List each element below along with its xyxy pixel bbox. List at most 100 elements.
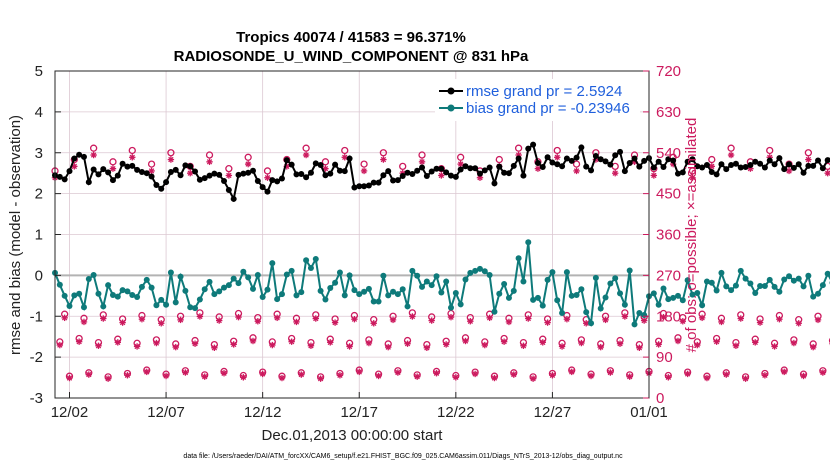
bias-point bbox=[534, 294, 541, 301]
asterisk-stroke bbox=[371, 320, 377, 326]
asterisk-stroke bbox=[438, 172, 445, 179]
asterisk-stroke bbox=[660, 314, 667, 320]
rmse-point bbox=[138, 168, 145, 175]
rmse-point bbox=[665, 156, 672, 163]
y-axis-right-label: # of obs: o=possible; ×=assimilated bbox=[683, 118, 700, 353]
possible-count-marker bbox=[379, 149, 388, 157]
asterisk-stroke bbox=[409, 313, 416, 320]
y-tick-label: -3 bbox=[30, 390, 43, 407]
rmse-point bbox=[307, 169, 314, 176]
bias-point bbox=[568, 292, 575, 299]
asterisk-stroke bbox=[332, 319, 338, 326]
y-axis-label: rmse and bias (model - observation) bbox=[7, 115, 24, 355]
rmse-point bbox=[515, 155, 522, 162]
rmse-point bbox=[530, 141, 537, 148]
rmse-point bbox=[824, 157, 830, 164]
bias-point bbox=[109, 291, 116, 298]
x-tick-label: 12/07 bbox=[147, 404, 185, 421]
possible-count-marker bbox=[399, 162, 407, 171]
asterisk-stroke bbox=[689, 175, 696, 181]
x-axis-label: Dec.01,2013 00:00:00 start bbox=[262, 427, 444, 444]
rmse-point bbox=[742, 164, 749, 171]
bias-point bbox=[375, 298, 382, 305]
rmse-point bbox=[414, 167, 421, 174]
rmse-point bbox=[163, 179, 170, 186]
rmse-point bbox=[177, 172, 184, 179]
y-tick-label: -1 bbox=[30, 308, 43, 325]
asterisk-stroke bbox=[800, 373, 807, 379]
asterisk-stroke bbox=[385, 344, 391, 350]
possible-count-marker bbox=[109, 158, 117, 166]
bias-point bbox=[766, 276, 773, 283]
rmse-series bbox=[52, 141, 830, 202]
rmse-point bbox=[790, 164, 797, 171]
asterisk-stroke bbox=[694, 342, 700, 348]
asterisk-stroke bbox=[651, 172, 657, 179]
asterisk-stroke bbox=[148, 168, 155, 174]
bias-point bbox=[61, 292, 68, 299]
legend: rmse grand pr = 2.5924 bias grand pr = -… bbox=[435, 79, 640, 121]
assimilated-count-marker bbox=[66, 374, 73, 382]
assimilated-count-marker bbox=[187, 169, 194, 177]
bias-point bbox=[259, 294, 266, 301]
rmse-point bbox=[771, 161, 778, 168]
rmse-point bbox=[240, 170, 247, 177]
assimilated-count-marker bbox=[674, 337, 682, 345]
rmse-point bbox=[815, 157, 822, 164]
asterisk-stroke bbox=[583, 320, 589, 326]
bias-point bbox=[592, 274, 599, 281]
assimilated-count-marker bbox=[80, 318, 88, 326]
bias-point bbox=[76, 290, 83, 297]
bias-point bbox=[655, 301, 662, 308]
assimilated-count-marker bbox=[302, 151, 310, 159]
assimilated-count-marker bbox=[452, 374, 460, 381]
x-tick-label: 12/22 bbox=[437, 404, 475, 421]
asterisk-stroke bbox=[168, 156, 174, 163]
asterisk-stroke bbox=[675, 338, 681, 344]
assimilated-count-marker bbox=[346, 343, 353, 350]
bias-point bbox=[815, 290, 822, 297]
bias-point bbox=[771, 283, 778, 290]
assimilated-count-marker bbox=[568, 368, 575, 376]
asterisk-stroke bbox=[820, 369, 826, 376]
assimilated-count-marker bbox=[525, 315, 532, 322]
assimilated-count-marker bbox=[124, 372, 131, 379]
bias-point bbox=[505, 294, 512, 301]
assimilated-count-marker bbox=[206, 158, 213, 166]
assimilated-count-marker bbox=[162, 372, 170, 380]
bias-point bbox=[728, 287, 735, 294]
bias-point bbox=[476, 265, 483, 272]
assimilated-count-marker bbox=[727, 151, 735, 159]
rmse-point bbox=[129, 162, 136, 169]
bias-point bbox=[805, 272, 812, 279]
bias-point bbox=[211, 291, 218, 298]
possible-count-marker bbox=[302, 144, 310, 152]
asterisk-stroke bbox=[144, 369, 150, 375]
rmse-point bbox=[100, 166, 107, 173]
rmse-point bbox=[95, 171, 102, 178]
rmse-point bbox=[699, 164, 706, 171]
bias-point bbox=[327, 285, 334, 292]
bias-point bbox=[356, 291, 363, 298]
bias-point bbox=[293, 292, 300, 299]
bias-point bbox=[129, 291, 136, 298]
rmse-point bbox=[322, 172, 329, 179]
asterisk-stroke bbox=[221, 370, 227, 376]
asterisk-stroke bbox=[684, 371, 691, 377]
assimilated-count-marker bbox=[467, 318, 474, 325]
bias-point bbox=[684, 277, 691, 284]
rmse-point bbox=[332, 161, 339, 168]
bias-point bbox=[747, 280, 754, 287]
rmse-point bbox=[375, 179, 382, 186]
possible-count-marker bbox=[89, 144, 98, 152]
assimilated-count-marker bbox=[563, 316, 571, 323]
rmse-point bbox=[293, 171, 300, 178]
assimilated-count-marker bbox=[341, 154, 348, 161]
rmse-point bbox=[230, 195, 237, 202]
bias-point bbox=[559, 309, 566, 316]
assimilated-count-marker bbox=[703, 374, 711, 382]
assimilated-count-marker bbox=[317, 375, 324, 382]
bias-point bbox=[428, 282, 435, 289]
rmse-point bbox=[674, 170, 681, 177]
asterisk-stroke bbox=[163, 373, 169, 379]
